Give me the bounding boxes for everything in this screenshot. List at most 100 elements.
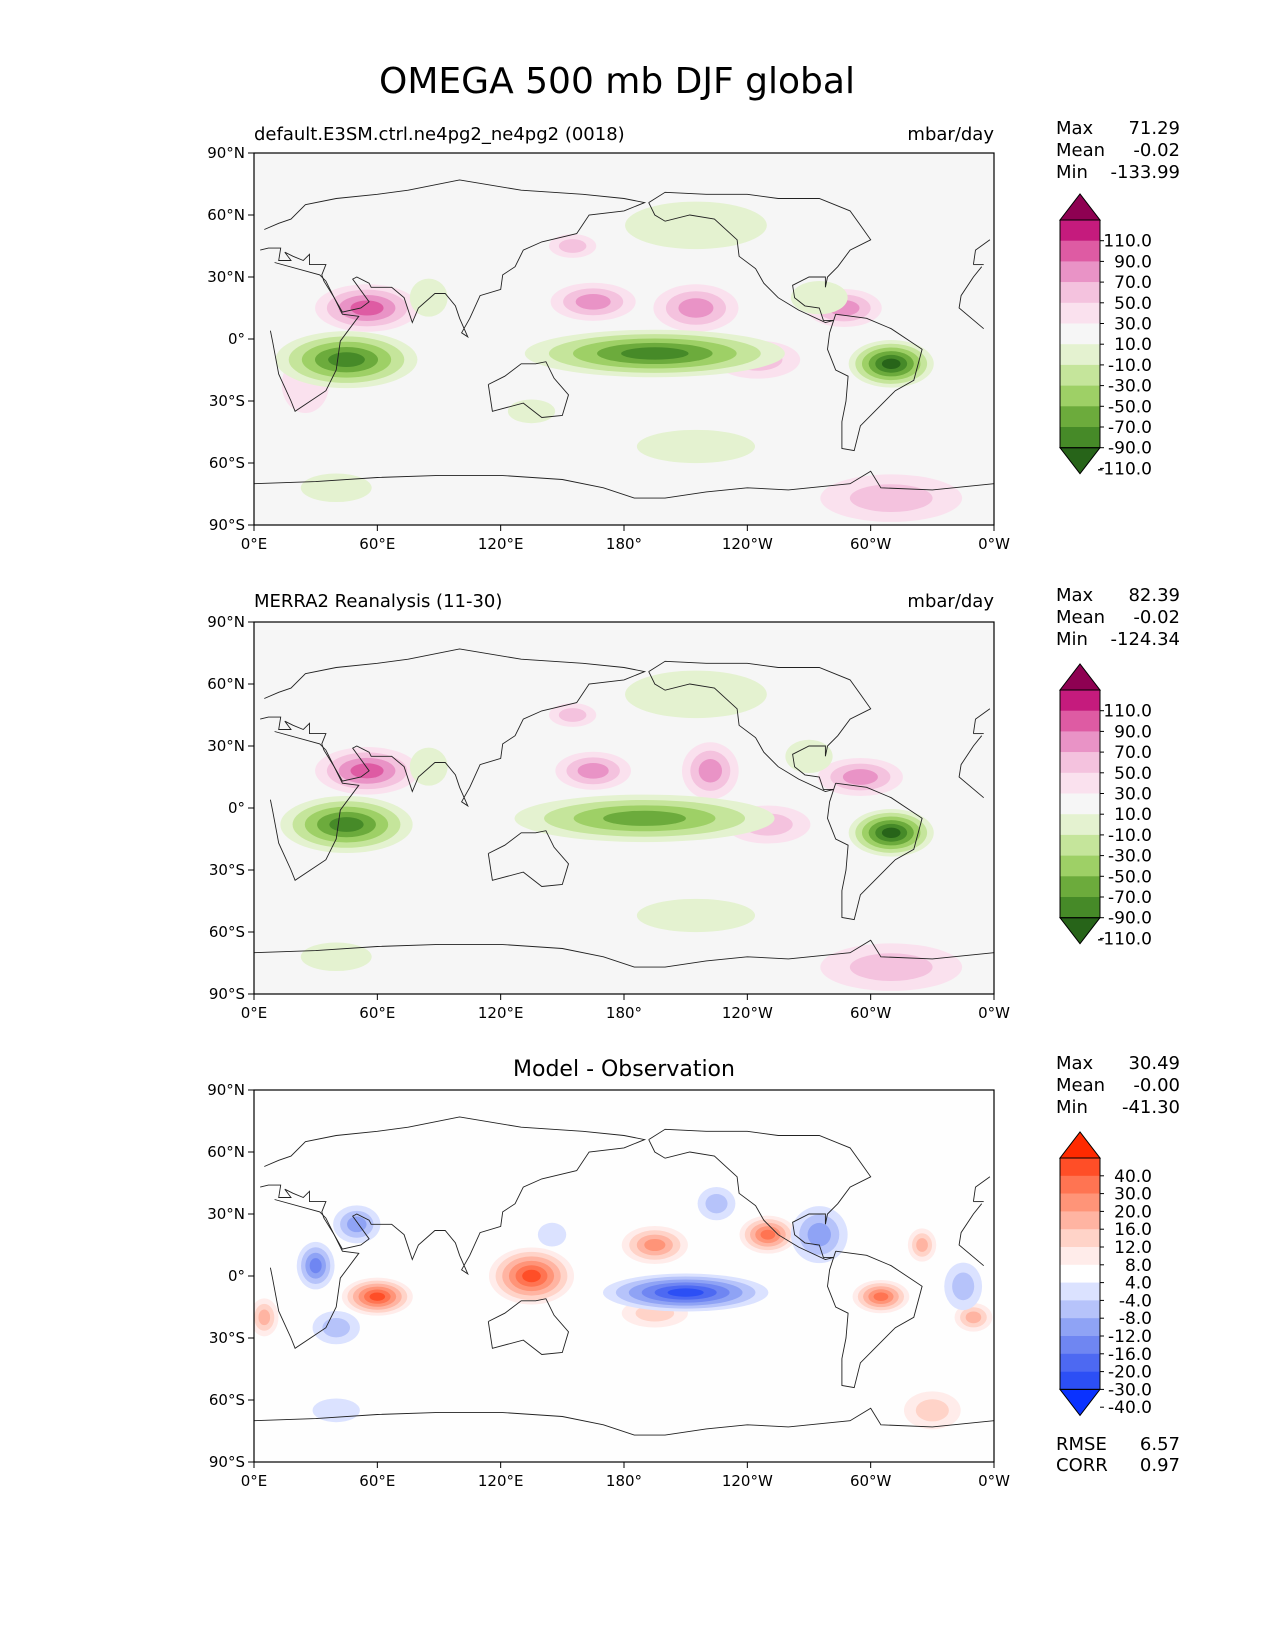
colorbar-segment	[1060, 1229, 1100, 1248]
panel-test: default.E3SM.ctrl.ne4pg2_ne4pg2 (0018) m…	[207, 118, 1180, 553]
contour-region	[873, 1292, 889, 1301]
lon-tick-label: 0°W	[978, 535, 1010, 553]
lat-tick-label: 0°	[228, 330, 245, 348]
contour-region	[577, 762, 609, 779]
colorbar-tick-label: 70.0	[1114, 273, 1152, 293]
contour-region	[328, 352, 365, 368]
colorbar-segment	[1060, 1300, 1100, 1319]
lon-tick-label: 120°W	[722, 1472, 773, 1490]
colorbar-tick-label: -70.0	[1108, 418, 1152, 438]
stat-min-label: Min	[1056, 629, 1088, 650]
lat-tick-label: 60°N	[207, 1143, 245, 1161]
lon-tick-label: 120°W	[722, 535, 773, 553]
lon-tick-label: 0°E	[241, 535, 268, 553]
contour-region	[667, 1288, 704, 1297]
contour-region	[625, 201, 767, 250]
colorbar-extend-max	[1058, 663, 1102, 691]
figure-title: OMEGA 500 mb DJF global	[379, 61, 855, 102]
colorbar-segment	[1060, 427, 1100, 448]
colorbar-segment	[1060, 1158, 1100, 1177]
coastline	[254, 1407, 994, 1436]
lat-tick-label: 30°S	[209, 1329, 245, 1347]
panel-diff-colorbar: 40.030.020.016.012.08.04.0-4.0-8.0-12.0-…	[1058, 1131, 1152, 1418]
lat-tick-label: 0°	[228, 799, 245, 817]
lat-tick-label: 90°S	[209, 1453, 245, 1471]
colorbar-tick-label: -90.0	[1108, 909, 1152, 929]
panel-ref-map: 90°N 60°N 30°N 0° 30°S 60°S 90°S0°E 60°E 120°E 18…	[207, 613, 1010, 1022]
colorbar-extend-max	[1058, 193, 1102, 221]
stat-max-value: 30.49	[1128, 1053, 1180, 1074]
colorbar-segment	[1060, 710, 1100, 732]
colorbar-segment	[1060, 1193, 1100, 1212]
coastline	[260, 179, 647, 339]
panel-ref-colorbar: 110.090.070.050.030.010.0-10.0-30.0-50.0…	[1058, 663, 1152, 949]
contour-region	[300, 942, 372, 972]
colorbar-tick-label: 110.0	[1103, 702, 1152, 722]
contour-region	[409, 747, 448, 786]
colorbar-segment	[1060, 855, 1100, 877]
lon-tick-label: 60°W	[850, 1472, 892, 1490]
corr-label: CORR	[1056, 1455, 1108, 1476]
contour-region	[558, 239, 587, 253]
colorbar-segment	[1060, 772, 1100, 794]
colorbar-tick-label: 10.0	[1114, 335, 1152, 355]
contour-region	[258, 1309, 271, 1326]
coastline	[269, 262, 360, 412]
contour-region	[915, 1399, 949, 1422]
lon-tick-label: 60°E	[359, 535, 395, 553]
panel-test-stats: Max 71.29 Mean -0.02 Min -133.99	[1056, 118, 1180, 183]
colorbar-tick-label: -30.0	[1108, 1380, 1152, 1400]
colorbar-segment	[1060, 876, 1100, 898]
coastline	[269, 731, 360, 881]
stat-mean-label: Mean	[1056, 1075, 1105, 1096]
contour-region	[507, 399, 556, 424]
coastline	[972, 708, 991, 734]
colorbar-segment	[1060, 752, 1100, 774]
colorbar-segment	[1060, 240, 1100, 262]
coastline	[648, 191, 872, 323]
lat-tick-label: 90°N	[207, 613, 245, 631]
contour-region	[350, 300, 384, 316]
lon-tick-label: 60°E	[359, 1472, 395, 1490]
colorbar-segment	[1060, 690, 1100, 711]
contour-region	[322, 1317, 351, 1338]
contour-region	[558, 708, 587, 722]
contour-region	[760, 1229, 776, 1240]
contour-region	[881, 827, 901, 838]
lat-tick-label: 90°S	[209, 985, 245, 1003]
contour-region	[842, 769, 878, 785]
contour-region	[621, 347, 689, 360]
contour-region	[952, 1272, 975, 1301]
colorbar-tick-label: -4.0	[1119, 1291, 1152, 1311]
colorbar-tick-label: 110.0	[1103, 232, 1152, 252]
coastline	[958, 735, 984, 799]
colorbar-segment	[1060, 1353, 1100, 1372]
colorbar-segment	[1060, 731, 1100, 753]
stat-max-label: Max	[1056, 1053, 1094, 1074]
lat-tick-label: 30°N	[207, 737, 245, 755]
contour-region	[347, 1216, 367, 1233]
coastline	[254, 939, 994, 968]
colorbar-segment	[1060, 302, 1100, 324]
coastline	[269, 1199, 360, 1349]
colorbar-segment	[1060, 344, 1100, 366]
colorbar-tick-label: -40.0	[1108, 1398, 1152, 1418]
coastline	[260, 1116, 647, 1276]
stat-max-value: 82.39	[1128, 585, 1180, 606]
colorbar-segment	[1060, 385, 1100, 407]
colorbar-tick-label: -30.0	[1108, 377, 1152, 397]
colorbar-tick-label: -110.0	[1097, 929, 1152, 949]
colorbar-tick-label: -10.0	[1108, 826, 1152, 846]
lat-tick-label: 90°N	[207, 1081, 245, 1099]
lat-tick-label: 30°S	[209, 392, 245, 410]
colorbar-tick-label: 50.0	[1114, 294, 1152, 314]
colorbar-segment	[1060, 1247, 1100, 1266]
contour-region	[350, 763, 384, 779]
lon-tick-label: 60°W	[850, 535, 892, 553]
colorbar-frame	[1059, 1157, 1101, 1390]
contour-region	[636, 898, 756, 933]
colorbar-extend-min	[1058, 917, 1102, 945]
stat-max-label: Max	[1056, 118, 1094, 139]
panel-diff-stats: Max 30.49 Mean -0.00 Min -41.30	[1056, 1053, 1180, 1118]
